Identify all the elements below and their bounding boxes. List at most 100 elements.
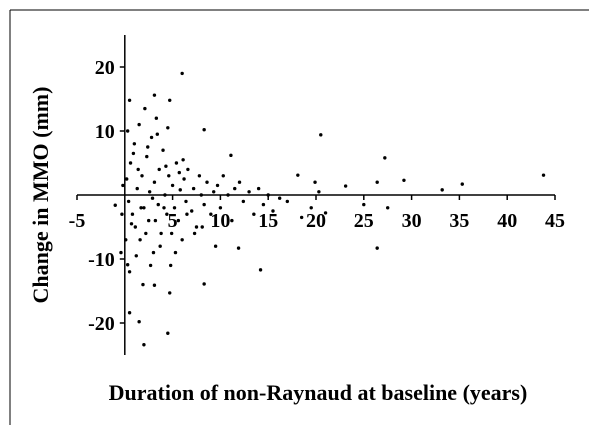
point [362, 202, 366, 207]
point [229, 153, 233, 158]
point [113, 203, 117, 207]
point [180, 238, 184, 242]
point [124, 238, 128, 242]
point [137, 122, 141, 127]
point [142, 343, 146, 347]
point [177, 170, 181, 175]
point [343, 184, 348, 188]
point [205, 180, 209, 184]
point [194, 225, 199, 229]
point [197, 174, 202, 178]
x-tick-label: -5 [69, 210, 86, 232]
point [190, 209, 194, 213]
point [184, 199, 188, 204]
point [132, 142, 137, 146]
point [170, 183, 175, 188]
point [125, 129, 130, 133]
point [236, 246, 241, 250]
point [155, 132, 160, 136]
point [218, 206, 223, 210]
point [163, 193, 167, 197]
point [186, 167, 190, 172]
point [161, 148, 165, 152]
point [140, 174, 144, 178]
point [212, 190, 216, 194]
y-tick-label: 20 [95, 57, 115, 79]
y-tick-label: -10 [88, 249, 115, 271]
point [120, 212, 124, 216]
point [127, 270, 132, 274]
x-tick-label: 15 [258, 210, 278, 232]
point [119, 250, 123, 255]
point [226, 193, 230, 197]
x-tick-label: 25 [354, 210, 374, 232]
point [136, 167, 140, 172]
point [266, 193, 270, 197]
point [147, 218, 151, 223]
point [178, 188, 182, 192]
point [460, 182, 464, 186]
point [139, 206, 143, 210]
point [386, 206, 390, 210]
point [230, 218, 234, 223]
point [158, 244, 162, 248]
point [252, 212, 256, 216]
point [172, 206, 177, 210]
point [152, 93, 157, 97]
point [168, 291, 172, 295]
point [202, 128, 206, 132]
point [313, 180, 317, 184]
point [402, 178, 406, 182]
y-axis-label: Change in MMO (mm) [28, 87, 53, 304]
point [125, 263, 130, 267]
point [152, 283, 157, 287]
point [256, 186, 261, 191]
point [383, 156, 387, 160]
x-tick-label: 40 [497, 210, 517, 232]
point [319, 133, 323, 137]
point [128, 161, 133, 165]
point [215, 183, 220, 188]
y-tick-label: -20 [88, 313, 115, 335]
point [180, 71, 184, 76]
point [375, 246, 379, 250]
point [162, 206, 166, 210]
point [191, 186, 196, 191]
x-tick-label: 30 [402, 210, 422, 232]
point [237, 180, 242, 184]
y-tick-label: 10 [95, 121, 115, 143]
point [440, 188, 444, 192]
point [156, 202, 160, 207]
point [157, 167, 161, 172]
point [299, 215, 304, 220]
point [202, 282, 206, 286]
x-tick-label: 20 [306, 210, 326, 232]
x-axis-label: Duration of non-Raynaud at baseline (yea… [109, 380, 528, 405]
point [127, 311, 132, 315]
point [148, 263, 153, 268]
point [126, 199, 131, 204]
point [296, 173, 300, 177]
point [149, 135, 154, 140]
point [141, 282, 145, 287]
point [147, 190, 152, 194]
point [135, 186, 139, 191]
point [168, 263, 173, 268]
point [185, 212, 189, 216]
x-tick-label: 5 [168, 210, 178, 232]
point [127, 98, 132, 102]
point [138, 238, 142, 242]
point [166, 331, 170, 335]
point [173, 250, 178, 255]
point [182, 177, 186, 181]
point [152, 180, 157, 184]
point [200, 225, 204, 229]
point [233, 186, 237, 191]
point [125, 177, 129, 181]
point [153, 218, 158, 223]
point [165, 212, 169, 216]
point [146, 145, 150, 149]
point [134, 254, 138, 258]
point [164, 164, 168, 168]
x-tick-label: 45 [545, 210, 565, 232]
